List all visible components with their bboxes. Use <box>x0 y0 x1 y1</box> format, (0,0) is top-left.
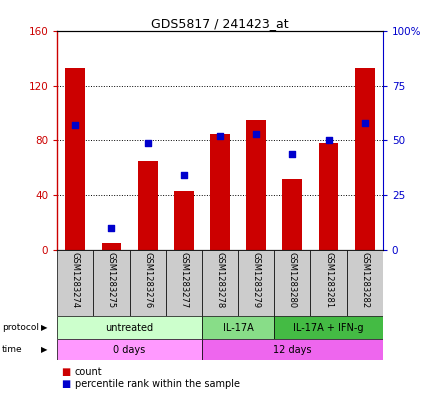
Text: ▶: ▶ <box>41 345 48 354</box>
Bar <box>166 250 202 316</box>
Point <box>289 151 296 157</box>
Bar <box>246 120 266 250</box>
Text: GSM1283275: GSM1283275 <box>107 252 116 308</box>
Text: IL-17A + IFN-g: IL-17A + IFN-g <box>293 323 364 332</box>
Point <box>180 172 187 178</box>
Title: GDS5817 / 241423_at: GDS5817 / 241423_at <box>151 17 289 30</box>
Point <box>72 122 79 129</box>
Bar <box>202 250 238 316</box>
Text: GSM1283280: GSM1283280 <box>288 252 297 308</box>
Text: GSM1283281: GSM1283281 <box>324 252 333 308</box>
Bar <box>210 134 230 250</box>
Bar <box>138 161 158 250</box>
Text: 0 days: 0 days <box>114 345 146 354</box>
Bar <box>319 143 338 250</box>
Text: time: time <box>2 345 23 354</box>
Point <box>108 225 115 231</box>
Text: GSM1283282: GSM1283282 <box>360 252 369 308</box>
Text: GSM1283274: GSM1283274 <box>71 252 80 308</box>
Point <box>361 120 368 126</box>
Text: protocol: protocol <box>2 323 39 332</box>
Text: ■: ■ <box>62 379 71 389</box>
Text: count: count <box>75 367 103 377</box>
Text: ■: ■ <box>62 367 71 377</box>
Bar <box>202 339 383 360</box>
Bar <box>93 250 129 316</box>
Text: 12 days: 12 days <box>273 345 312 354</box>
Bar <box>238 250 274 316</box>
Point <box>325 137 332 143</box>
Text: percentile rank within the sample: percentile rank within the sample <box>75 379 240 389</box>
Bar <box>174 191 194 250</box>
Text: untreated: untreated <box>106 323 154 332</box>
Bar <box>274 250 311 316</box>
Text: GSM1283276: GSM1283276 <box>143 252 152 308</box>
Text: GSM1283277: GSM1283277 <box>180 252 188 308</box>
Bar <box>57 316 202 339</box>
Bar <box>66 68 85 250</box>
Bar <box>202 316 274 339</box>
Bar <box>355 68 375 250</box>
Text: IL-17A: IL-17A <box>223 323 253 332</box>
Point <box>216 133 224 139</box>
Text: ▶: ▶ <box>41 323 48 332</box>
Bar <box>57 339 202 360</box>
Point <box>253 131 260 137</box>
Point <box>144 140 151 146</box>
Text: GSM1283278: GSM1283278 <box>216 252 224 308</box>
Bar <box>57 250 93 316</box>
Bar <box>129 250 166 316</box>
Bar <box>347 250 383 316</box>
Bar <box>102 243 121 250</box>
Text: GSM1283279: GSM1283279 <box>252 252 260 308</box>
Bar <box>282 179 302 250</box>
Bar <box>274 316 383 339</box>
Bar <box>311 250 347 316</box>
